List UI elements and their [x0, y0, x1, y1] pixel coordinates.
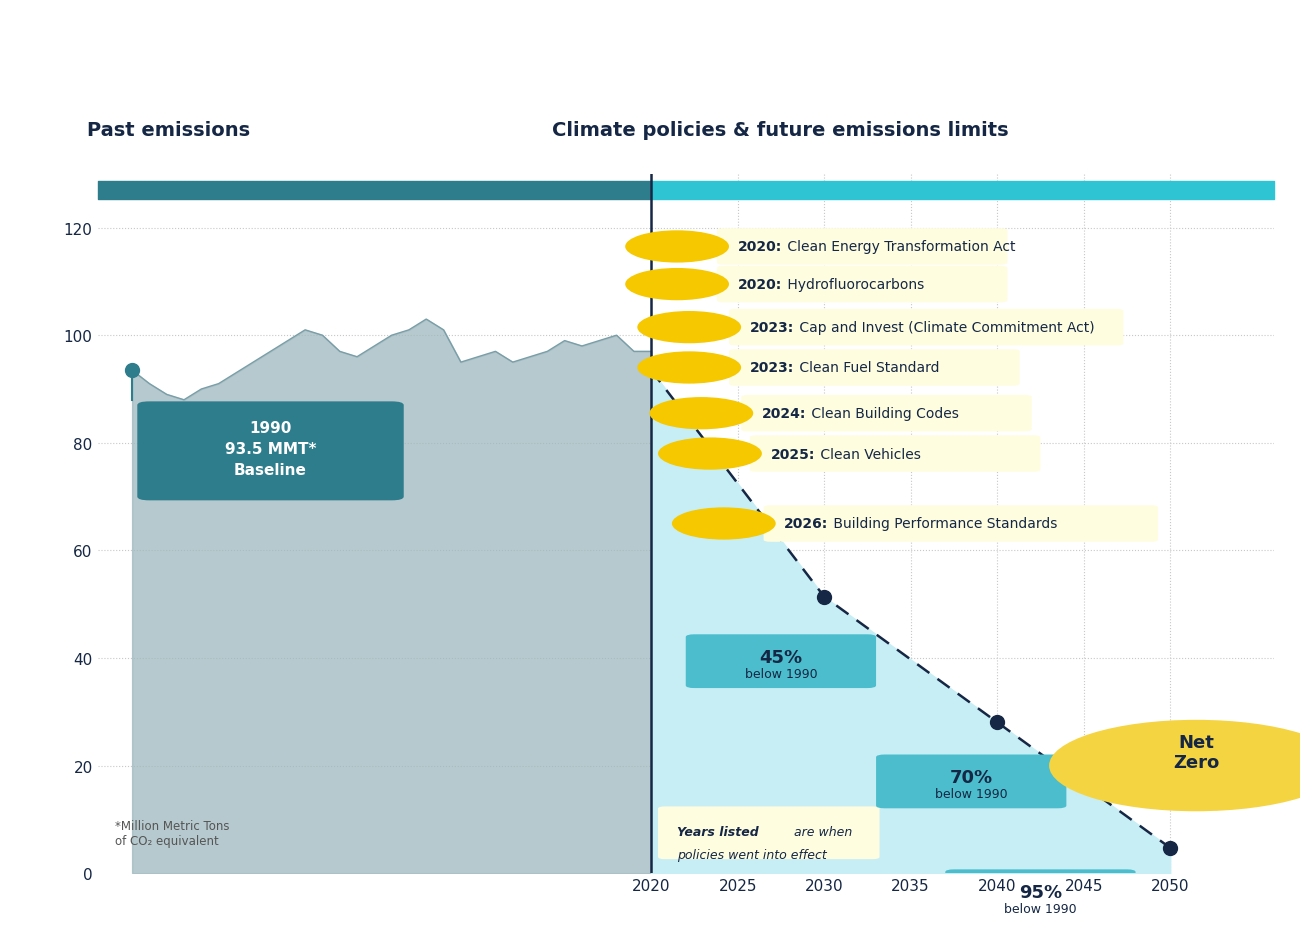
Circle shape	[650, 397, 753, 430]
Text: ✓: ✓	[1187, 785, 1205, 805]
Circle shape	[658, 438, 762, 470]
FancyBboxPatch shape	[763, 506, 1158, 542]
Text: Clean Building Codes: Clean Building Codes	[807, 407, 958, 421]
Text: Climate policies & future emissions limits: Climate policies & future emissions limi…	[551, 121, 1009, 140]
Text: Clean Vehicles: Clean Vehicles	[815, 447, 920, 461]
Text: 2020:: 2020:	[737, 240, 781, 254]
Text: Clean Fuel Standard: Clean Fuel Standard	[794, 362, 939, 375]
Text: 2023:: 2023:	[750, 362, 794, 375]
Circle shape	[637, 352, 741, 384]
Text: 1990
93.5 MMT*
Baseline: 1990 93.5 MMT* Baseline	[225, 420, 316, 477]
FancyBboxPatch shape	[729, 350, 1019, 386]
Text: 2020:: 2020:	[737, 278, 781, 292]
Text: Building Performance Standards: Building Performance Standards	[829, 517, 1058, 531]
FancyBboxPatch shape	[658, 806, 880, 859]
Text: Net
Zero: Net Zero	[1173, 733, 1219, 771]
Text: are when: are when	[789, 825, 852, 837]
Text: *Million Metric Tons
of CO₂ equivalent: *Million Metric Tons of CO₂ equivalent	[114, 819, 229, 848]
Text: Years listed: Years listed	[677, 825, 759, 837]
Text: below 1990: below 1990	[1004, 902, 1076, 915]
Text: 70%: 70%	[950, 768, 993, 786]
FancyBboxPatch shape	[876, 754, 1066, 808]
Circle shape	[637, 312, 741, 344]
FancyBboxPatch shape	[716, 266, 1008, 303]
FancyBboxPatch shape	[750, 436, 1040, 472]
Text: How Washington is cutting pollution 95% by 2050: How Washington is cutting pollution 95% …	[0, 30, 1300, 76]
Text: 2023:: 2023:	[750, 321, 794, 335]
Text: 2024:: 2024:	[762, 407, 806, 421]
Circle shape	[625, 269, 729, 301]
Text: Clean Energy Transformation Act: Clean Energy Transformation Act	[783, 240, 1015, 254]
Text: 2025:: 2025:	[771, 447, 815, 461]
Text: below 1990: below 1990	[935, 787, 1008, 800]
Text: 45%: 45%	[759, 649, 802, 666]
FancyBboxPatch shape	[945, 869, 1136, 923]
Text: Cap and Invest (Climate Commitment Act): Cap and Invest (Climate Commitment Act)	[794, 321, 1095, 335]
FancyBboxPatch shape	[716, 228, 1008, 265]
Text: policies went into effect: policies went into effect	[677, 848, 827, 861]
Circle shape	[1049, 720, 1300, 812]
FancyBboxPatch shape	[138, 402, 404, 501]
Circle shape	[672, 508, 776, 540]
Text: below 1990: below 1990	[745, 666, 818, 680]
Circle shape	[625, 231, 729, 263]
FancyBboxPatch shape	[686, 634, 876, 688]
Text: Hydrofluorocarbons: Hydrofluorocarbons	[783, 278, 924, 292]
FancyBboxPatch shape	[741, 396, 1032, 432]
Text: 2026:: 2026:	[784, 517, 828, 531]
Text: Past emissions: Past emissions	[87, 121, 251, 140]
FancyBboxPatch shape	[729, 310, 1123, 346]
Text: 95%: 95%	[1019, 883, 1062, 901]
